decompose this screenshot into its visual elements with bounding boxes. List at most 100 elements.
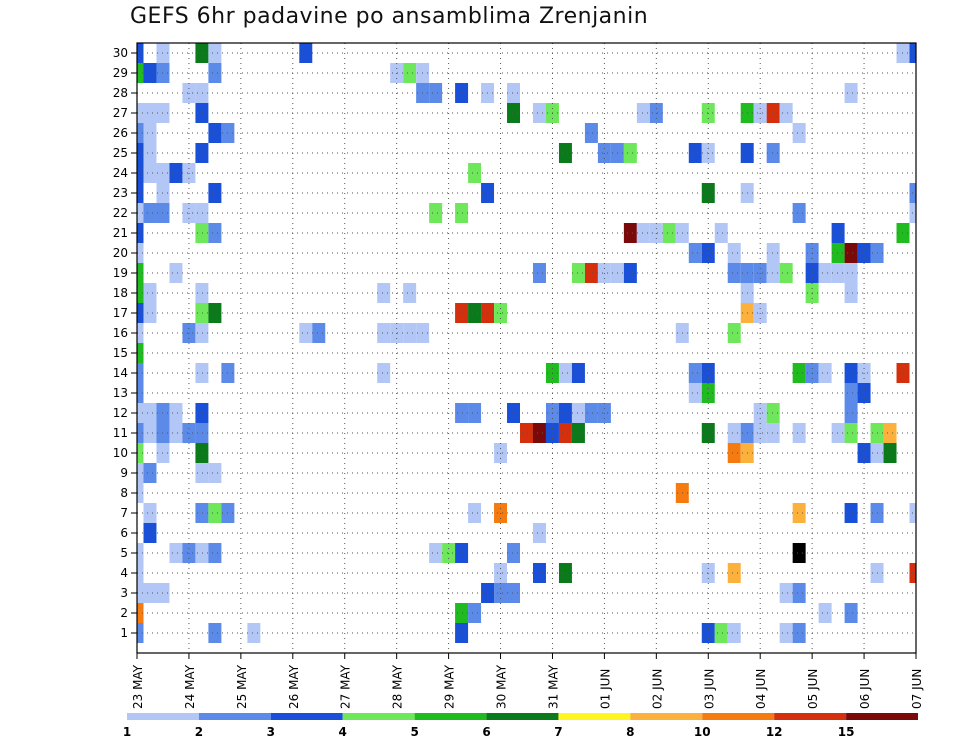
heatmap-cell (195, 463, 209, 483)
heatmap-cell (208, 123, 222, 143)
y-tick-label: 17 (113, 306, 128, 320)
heatmap-cell (727, 323, 741, 343)
y-tick-label: 1 (120, 626, 128, 640)
heatmap-cell (896, 223, 910, 243)
heatmap-cell (137, 123, 144, 143)
heatmap-cell (636, 103, 650, 123)
y-tick-label: 23 (113, 186, 128, 200)
colorbar-label: 4 (339, 725, 347, 739)
colorbar-swatch (774, 713, 847, 720)
heatmap-cell (137, 443, 144, 463)
y-tick-label: 12 (113, 406, 128, 420)
heatmap-cell (195, 503, 209, 523)
heatmap-cell (532, 103, 546, 123)
heatmap-cell (169, 403, 183, 423)
heatmap-cell (143, 583, 157, 603)
heatmap-cell (844, 603, 858, 623)
x-tick-label: 07 JUN (910, 669, 924, 709)
heatmap-cell (137, 383, 144, 403)
x-tick-label: 26 MAY (287, 664, 301, 709)
x-tick-label: 01 JUN (598, 669, 612, 709)
heatmap-cell (137, 163, 144, 183)
heatmap-cell (844, 503, 858, 523)
heatmap-cell (558, 423, 572, 443)
heatmap-cell (455, 623, 469, 643)
heatmap-cell (844, 243, 858, 263)
heatmap-cell (468, 163, 482, 183)
heatmap-cell (137, 283, 144, 303)
heatmap-cell (727, 443, 741, 463)
heatmap-cell (455, 603, 469, 623)
colorbar-swatch (414, 713, 487, 720)
heatmap-cell (571, 403, 585, 423)
heatmap-cell (532, 423, 546, 443)
heatmap-cell (831, 243, 845, 263)
colorbar-label: 5 (410, 725, 418, 739)
x-tick-label: 04 JUN (754, 669, 768, 709)
heatmap-cell (792, 623, 806, 643)
heatmap-cell (137, 603, 144, 623)
heatmap-cell (429, 83, 443, 103)
heatmap-cell (584, 123, 598, 143)
y-tick-label: 28 (113, 86, 128, 100)
heatmap-cell (195, 203, 209, 223)
heatmap-cell (137, 563, 144, 583)
heatmap-cells (137, 43, 916, 643)
heatmap-cell (714, 623, 728, 643)
heatmap-cell (844, 263, 858, 283)
y-tick-label: 19 (113, 266, 128, 280)
colorbar-swatch (342, 713, 415, 720)
y-tick-label: 5 (120, 546, 128, 560)
heatmap-cell (429, 203, 443, 223)
heatmap-cell (844, 423, 858, 443)
heatmap-cell (299, 43, 313, 63)
heatmap-cell (137, 403, 144, 423)
heatmap-cell (143, 403, 157, 423)
heatmap-cell (507, 583, 521, 603)
x-tick-label: 05 JUN (806, 669, 820, 709)
heatmap-cell (143, 123, 157, 143)
y-tick-label: 15 (113, 346, 128, 360)
heatmap-cell (195, 403, 209, 423)
heatmap-cell (831, 263, 845, 283)
heatmap-cell (727, 563, 741, 583)
heatmap-cell (688, 143, 702, 163)
colorbar-label: 2 (195, 725, 203, 739)
heatmap-cell (688, 363, 702, 383)
heatmap-cell (137, 303, 144, 323)
heatmap-cell (247, 623, 261, 643)
y-tick-label: 13 (113, 386, 128, 400)
heatmap-cell (792, 203, 806, 223)
x-tick-label: 27 MAY (339, 664, 353, 709)
heatmap-cell (403, 283, 417, 303)
heatmap-cell (766, 423, 780, 443)
heatmap-cell (792, 123, 806, 143)
x-tick-label: 03 JUN (702, 669, 716, 709)
heatmap-cell (623, 263, 637, 283)
heatmap-cell (195, 543, 209, 563)
x-tick-label: 31 MAY (546, 664, 560, 709)
heatmap-cell (727, 623, 741, 643)
heatmap-cell (844, 363, 858, 383)
heatmap-cell (143, 143, 157, 163)
heatmap-cell (403, 63, 417, 83)
heatmap-cell (208, 463, 222, 483)
heatmap-cell (208, 223, 222, 243)
axis-ticks: 1234567891011121314151617181920212223242… (113, 46, 924, 709)
heatmap-cell (558, 363, 572, 383)
colorbar: 1 2 3 4 5 6 7 8 10 12 15 (123, 713, 918, 739)
y-tick-label: 22 (113, 206, 128, 220)
heatmap-cell (792, 503, 806, 523)
heatmap-cell (137, 343, 144, 363)
heatmap-cell (507, 543, 521, 563)
colorbar-swatch (127, 713, 199, 720)
heatmap-cell (455, 303, 469, 323)
x-tick-label: 02 JUN (650, 669, 664, 709)
heatmap-cell (208, 43, 222, 63)
heatmap-cell (195, 223, 209, 243)
colorbar-swatch (486, 713, 559, 720)
heatmap-cell (584, 263, 598, 283)
colorbar-label: 1 (123, 725, 131, 739)
heatmap-cell (623, 223, 637, 243)
y-tick-label: 9 (120, 466, 128, 480)
